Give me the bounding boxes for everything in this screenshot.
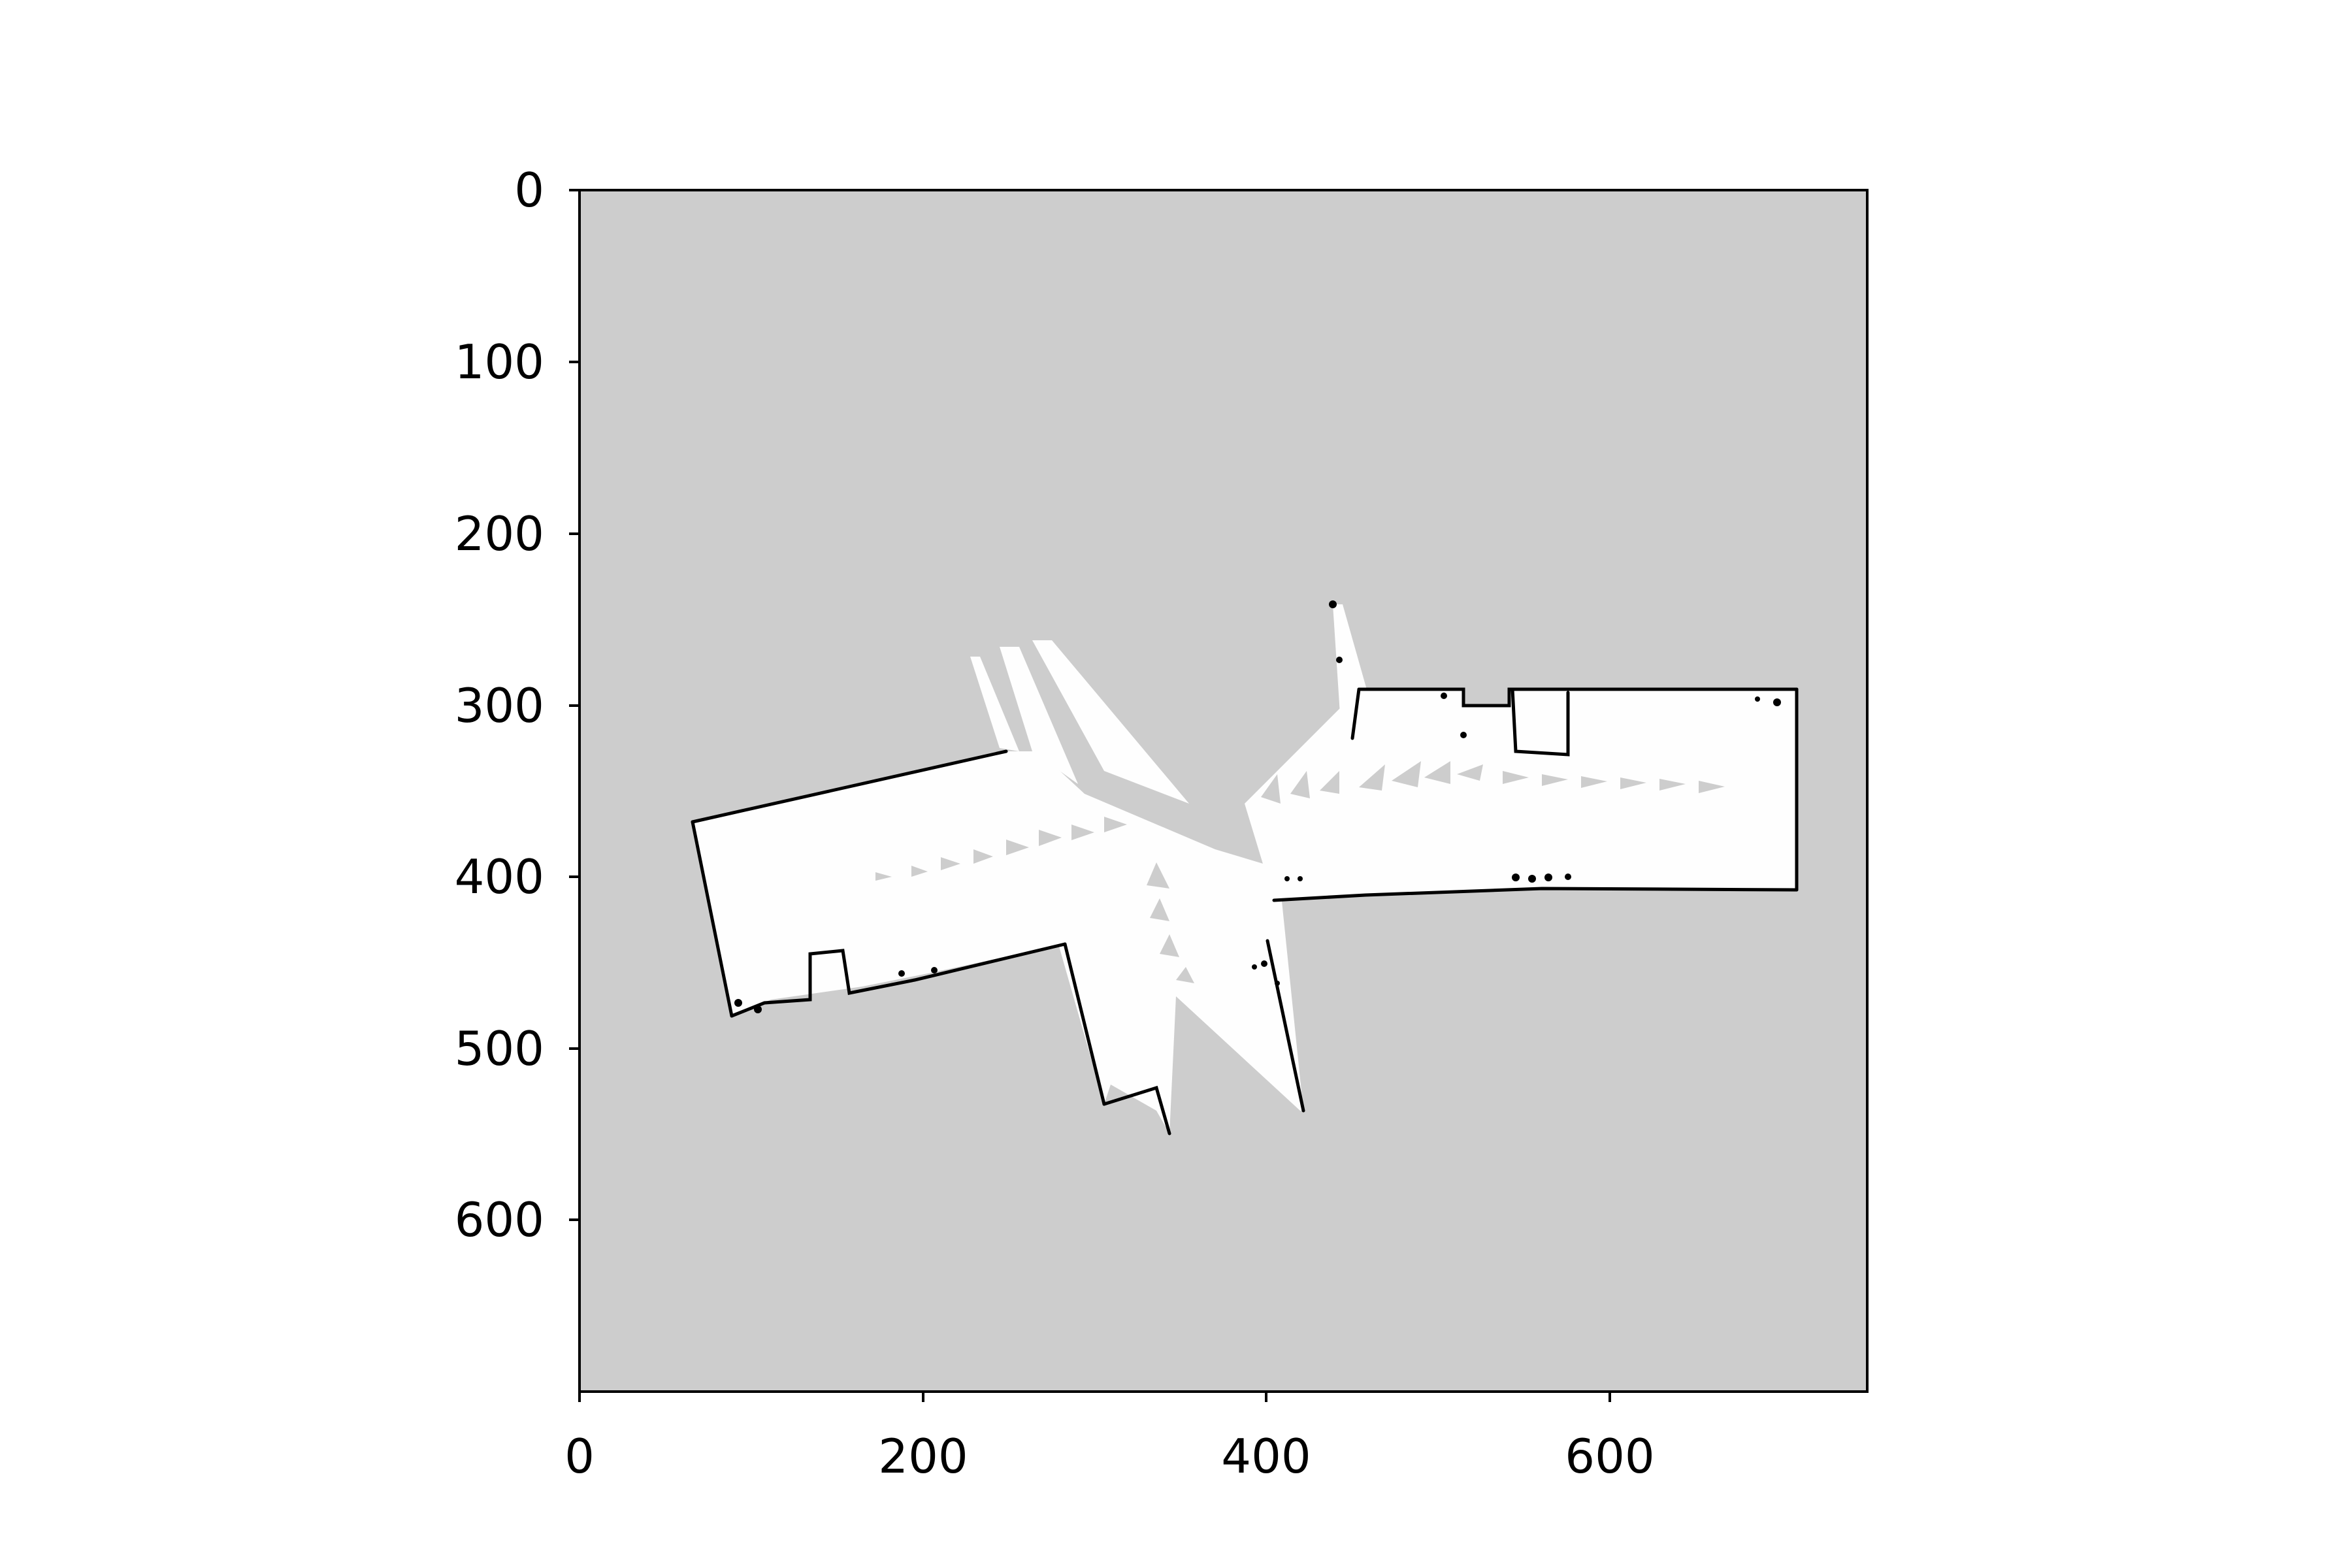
unexplored-patches bbox=[875, 761, 1725, 983]
y-tick-label-500: 500 bbox=[455, 1021, 544, 1076]
wall-bottom-arm-left bbox=[1063, 942, 1106, 1106]
obstacle-points bbox=[734, 600, 1781, 1013]
map-image bbox=[580, 190, 1867, 1392]
x-axis: 0 200 400 600 bbox=[564, 1392, 1655, 1484]
wall-right-room-bottom bbox=[1272, 887, 1799, 902]
wall-right-room-top bbox=[1357, 687, 1799, 708]
y-tick-label-400: 400 bbox=[455, 849, 544, 904]
x-tick-label-0: 0 bbox=[564, 1429, 595, 1484]
wall-bottom-arm-right bbox=[1266, 939, 1305, 1113]
axes-frame bbox=[578, 189, 1869, 1393]
free-space-ray-fan-3 bbox=[1032, 640, 1189, 804]
wall-left-corridor-bottom bbox=[730, 942, 1067, 1018]
wall-right-room-door bbox=[1511, 687, 1570, 757]
y-tick-label-100: 100 bbox=[455, 335, 544, 389]
wall-left-corridor-end bbox=[691, 820, 734, 1018]
x-tick-label-400: 400 bbox=[1221, 1429, 1311, 1484]
x-tick-label-600: 600 bbox=[1565, 1429, 1654, 1484]
y-tick-label-300: 300 bbox=[455, 678, 544, 733]
wall-left-corridor-top bbox=[691, 749, 1008, 824]
free-space-ray-fan-1 bbox=[970, 657, 1019, 751]
free-space-ray-fan-2 bbox=[1000, 647, 1078, 784]
y-tick-label-0: 0 bbox=[514, 163, 544, 218]
y-axis: 0 100 200 300 400 500 600 bbox=[455, 163, 580, 1247]
free-space-right-room bbox=[1245, 689, 1797, 900]
wall-bottom-arm-bottom bbox=[1102, 1085, 1171, 1135]
wall-right-room-left bbox=[1350, 687, 1361, 740]
obstacle-walls bbox=[691, 687, 1799, 1135]
free-space-ray-fan-4 bbox=[1333, 604, 1405, 823]
x-tick-label-200: 200 bbox=[878, 1429, 968, 1484]
y-tick-label-600: 600 bbox=[455, 1192, 544, 1247]
free-space-central-arm bbox=[1058, 869, 1303, 1134]
y-tick-label-200: 200 bbox=[455, 506, 544, 561]
